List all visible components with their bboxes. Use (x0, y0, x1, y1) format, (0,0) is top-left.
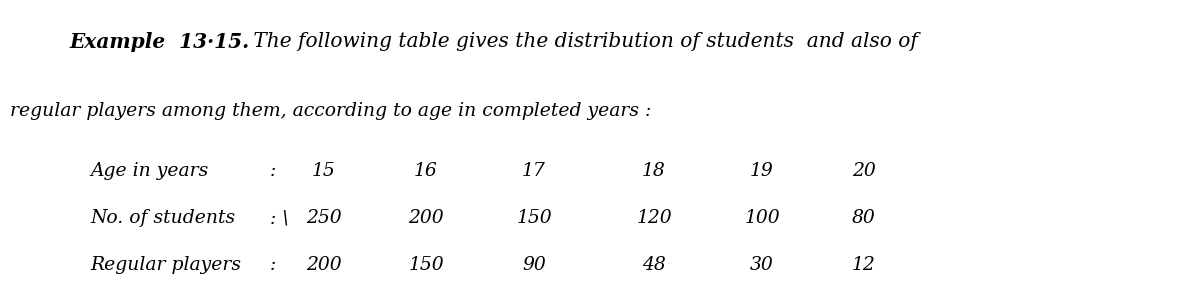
Text: 20: 20 (852, 162, 876, 180)
Text: The following table gives the distribution of students  and also of: The following table gives the distributi… (247, 32, 918, 51)
Text: 16: 16 (414, 162, 438, 180)
Text: 19: 19 (750, 162, 774, 180)
Text: 200: 200 (408, 209, 444, 227)
Text: 100: 100 (744, 209, 780, 227)
Text: 90: 90 (522, 256, 546, 274)
Text: 17: 17 (522, 162, 546, 180)
Text: 250: 250 (306, 209, 342, 227)
Text: 150: 150 (408, 256, 444, 274)
Text: :: : (270, 162, 276, 180)
Text: 15: 15 (312, 162, 336, 180)
Text: regular players among them, according to age in completed years :: regular players among them, according to… (10, 102, 650, 119)
Text: Regular players: Regular players (90, 256, 241, 274)
Text: 18: 18 (642, 162, 666, 180)
Text: 12: 12 (852, 256, 876, 274)
Text: 48: 48 (642, 256, 666, 274)
Text: 200: 200 (306, 256, 342, 274)
Text: Age in years: Age in years (90, 162, 209, 180)
Text: : \: : \ (270, 209, 289, 227)
Text: 120: 120 (636, 209, 672, 227)
Text: 30: 30 (750, 256, 774, 274)
Text: :: : (270, 256, 276, 274)
Text: 150: 150 (516, 209, 552, 227)
Text: Example  13·15.: Example 13·15. (70, 32, 250, 52)
Text: No. of students: No. of students (90, 209, 235, 227)
Text: 80: 80 (852, 209, 876, 227)
